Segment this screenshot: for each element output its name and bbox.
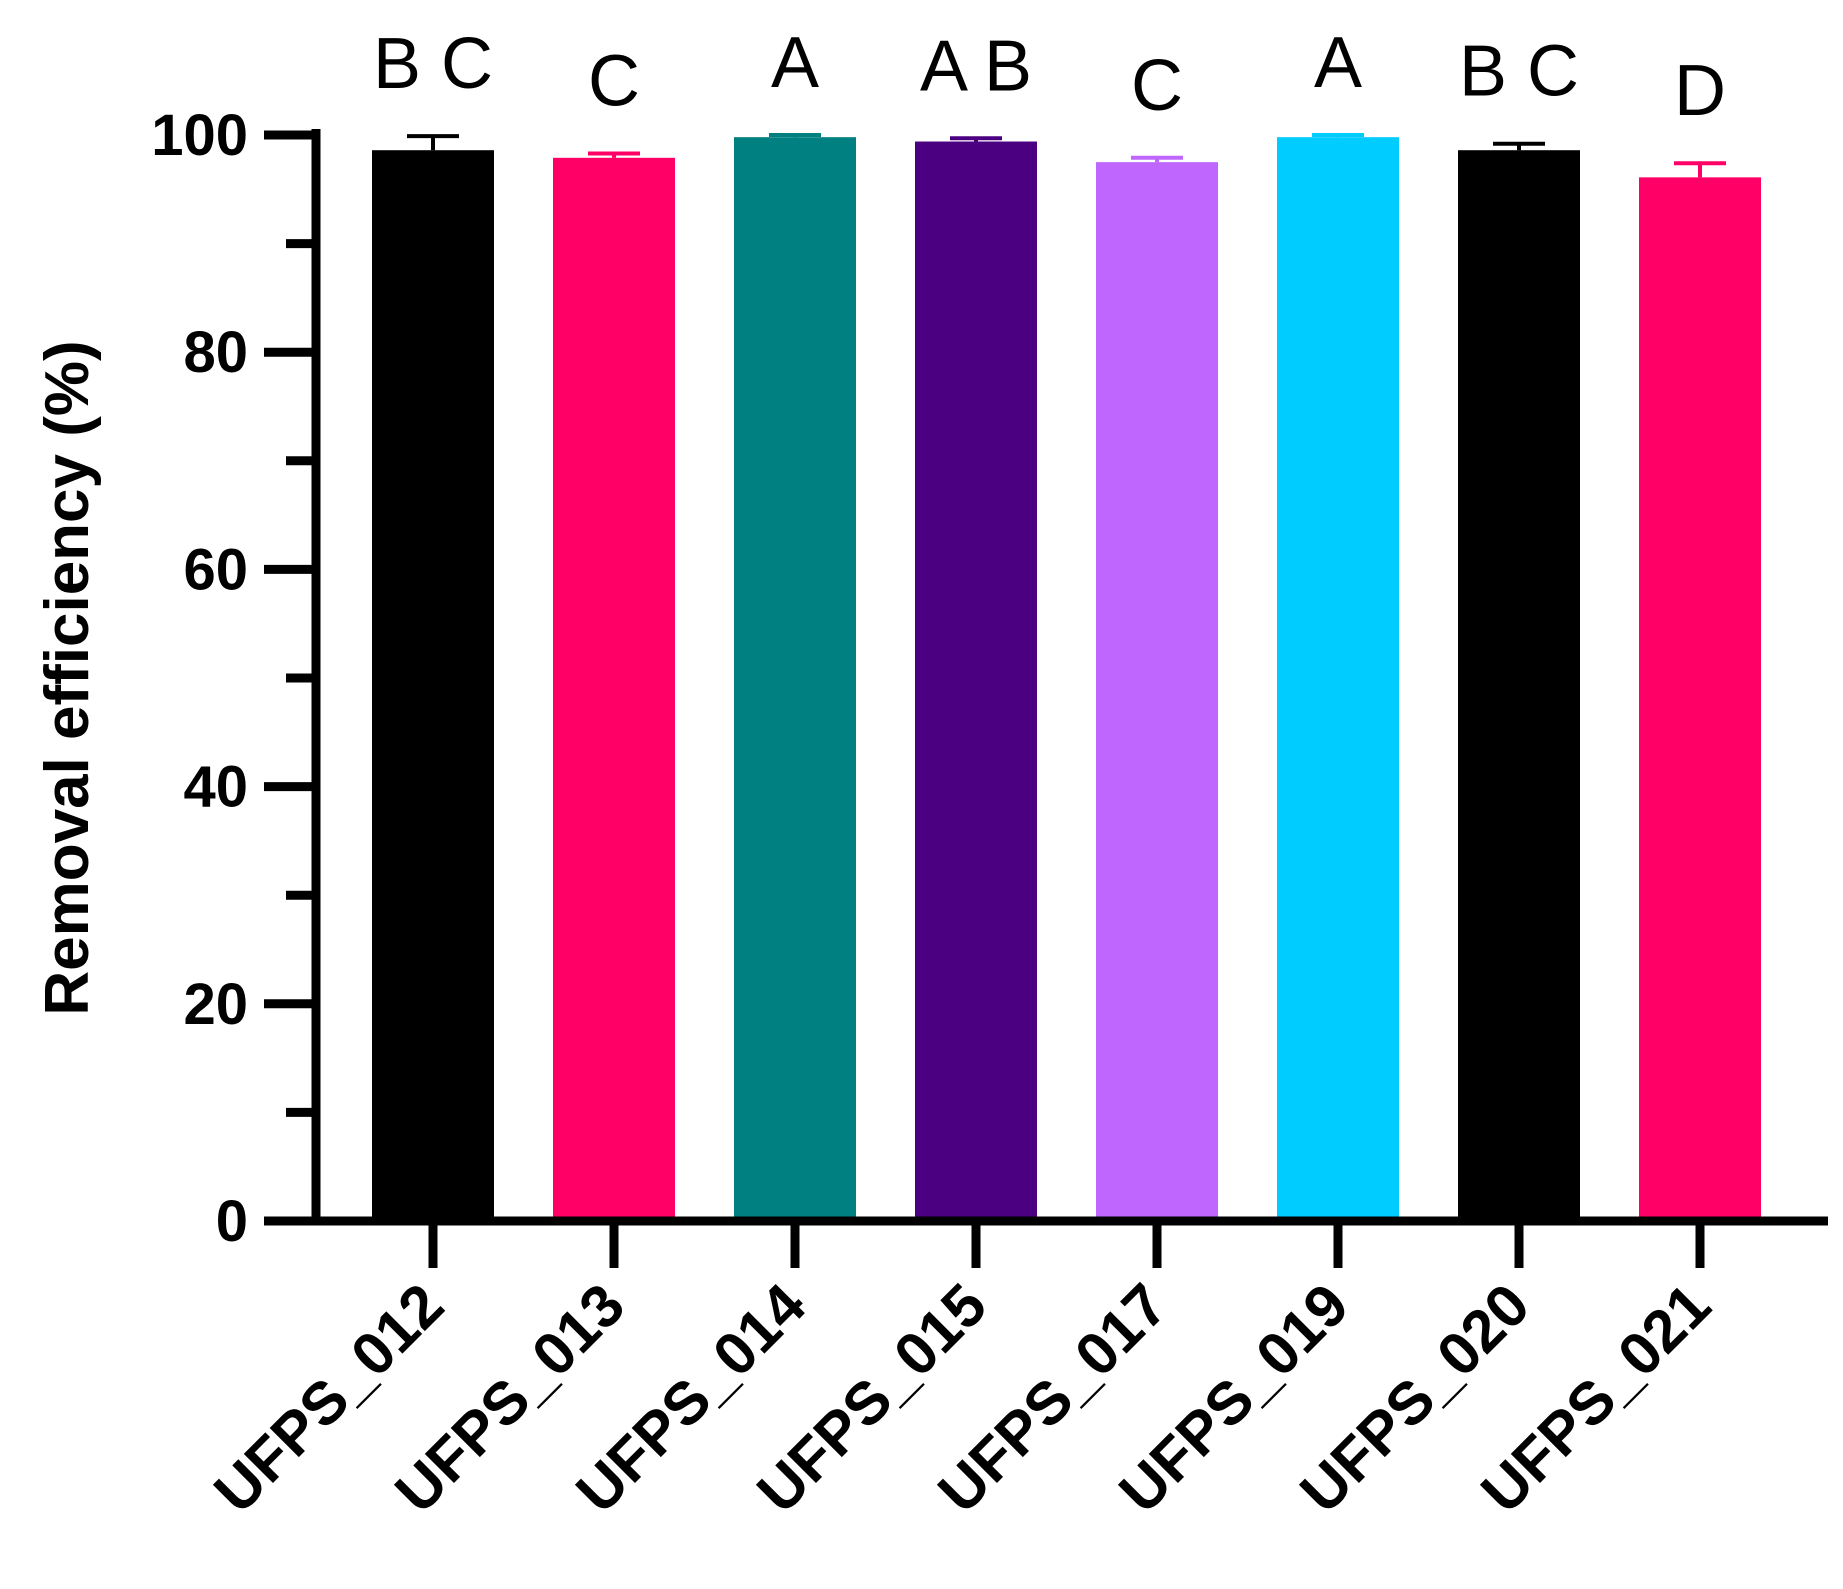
significance-letter-UFPS_013: C [588, 41, 640, 121]
bar-UFPS_017 [1096, 162, 1218, 1221]
y-tick-label-40: 40 [183, 755, 248, 820]
bar-UFPS_019 [1277, 137, 1399, 1221]
significance-letter-UFPS_015: A B [920, 26, 1032, 106]
bar-UFPS_014 [734, 137, 856, 1221]
axes-layer [264, 129, 1828, 1268]
y-tick-label-80: 80 [183, 320, 248, 385]
bar-UFPS_012 [372, 150, 494, 1222]
bar-UFPS_013 [553, 157, 675, 1221]
bar-UFPS_020 [1458, 150, 1580, 1222]
y-tick-label-100: 100 [151, 103, 248, 168]
y-axis-title: Removal efficiency (%) [33, 340, 102, 1015]
bar-UFPS_021 [1639, 177, 1761, 1221]
significance-letter-UFPS_020: B C [1459, 32, 1579, 112]
y-tick-label-60: 60 [183, 537, 248, 602]
bars-layer [372, 137, 1761, 1222]
significance-letter-UFPS_017: C [1131, 46, 1183, 126]
y-tick-label-0: 0 [216, 1189, 248, 1254]
significance-letter-UFPS_014: A [771, 23, 819, 103]
significance-letter-UFPS_012: B C [373, 24, 493, 104]
significance-letter-UFPS_019: A [1314, 23, 1362, 103]
bar-UFPS_015 [915, 141, 1037, 1222]
significance-letter-UFPS_021: D [1674, 51, 1726, 131]
error-bars-layer [407, 133, 1726, 178]
y-tick-label-20: 20 [183, 972, 248, 1037]
